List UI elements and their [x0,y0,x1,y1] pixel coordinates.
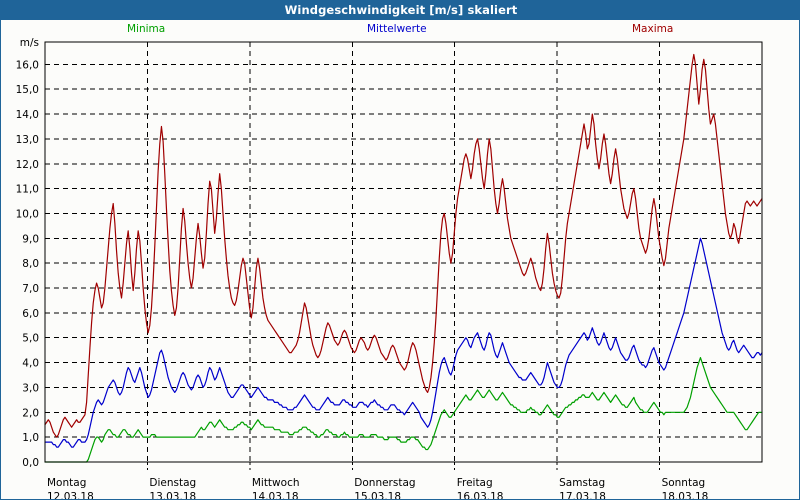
y-axis-tick-label: 5,0 [22,333,39,345]
y-axis-unit-label: m/s [20,37,39,49]
chart-legend: Minima Mittelwerte Maxima [1,21,799,37]
x-axis-day-date: 14.03.18 [252,491,299,500]
y-axis-tick-label: 4,0 [22,358,39,370]
y-axis-tick-label: 13,0 [16,134,39,146]
x-axis-day-date: 17.03.18 [559,491,606,500]
y-axis-labels: 0,0 1,0 2,0 3,0 4,0 5,0 6,0 7,0 8,0 9,0 10,0 11,0 12… [16,37,39,469]
y-axis-tick-label: 16,0 [16,59,39,71]
y-axis-tick-label: 8,0 [22,258,39,270]
y-axis-tick-label: 2,0 [22,407,39,419]
x-axis-day-date: 15.03.18 [354,491,401,500]
x-axis-day-name: Donnerstag [354,477,415,489]
y-axis-tick-label: 12,0 [16,159,39,171]
x-axis-day-name: Dienstag [149,477,196,489]
series-line-minima [44,357,763,463]
y-axis-tick-label: 3,0 [22,382,39,394]
y-axis-tick-label: 0,0 [22,457,39,469]
legend-item-mittelwerte: Mittelwerte [367,23,427,35]
grid-lines [45,41,762,470]
page-title: Windgeschwindigkeit [m/s] skaliert [284,3,518,17]
x-axis-day-name: Sonntag [662,477,706,489]
legend-item-minima: Minima [127,23,166,35]
series-line-mittelwerte [44,237,763,448]
x-axis-labels: Montag 12.03.18 Dienstag 13.03.18 Mittwoch 14… [47,477,709,500]
y-axis-tick-label: 7,0 [22,283,39,295]
data-series [44,53,763,463]
window-title-bar: Windgeschwindigkeit [m/s] skaliert [1,1,799,20]
plot-frame [44,41,763,463]
y-axis-tick-label: 9,0 [22,233,39,245]
x-axis-day-name: Freitag [457,477,493,489]
x-axis-day-date: 12.03.18 [47,491,94,500]
x-axis-day-name: Montag [47,477,86,489]
x-axis-day-name: Samstag [559,477,605,489]
y-axis-tick-label: 14,0 [16,109,39,121]
y-axis-tick-label: 15,0 [16,84,39,96]
y-axis-tick-label: 10,0 [16,208,39,220]
series-line-maxima [44,53,763,438]
x-axis-day-date: 18.03.18 [662,491,709,500]
legend-item-maxima: Maxima [632,23,674,35]
y-axis-tick-label: 6,0 [22,308,39,320]
x-axis-day-name: Mittwoch [252,477,300,489]
y-axis-tick-label: 11,0 [16,184,39,196]
y-axis-tick-label: 1,0 [22,432,39,444]
x-axis-day-date: 16.03.18 [457,491,504,500]
x-axis-day-date: 13.03.18 [149,491,196,500]
